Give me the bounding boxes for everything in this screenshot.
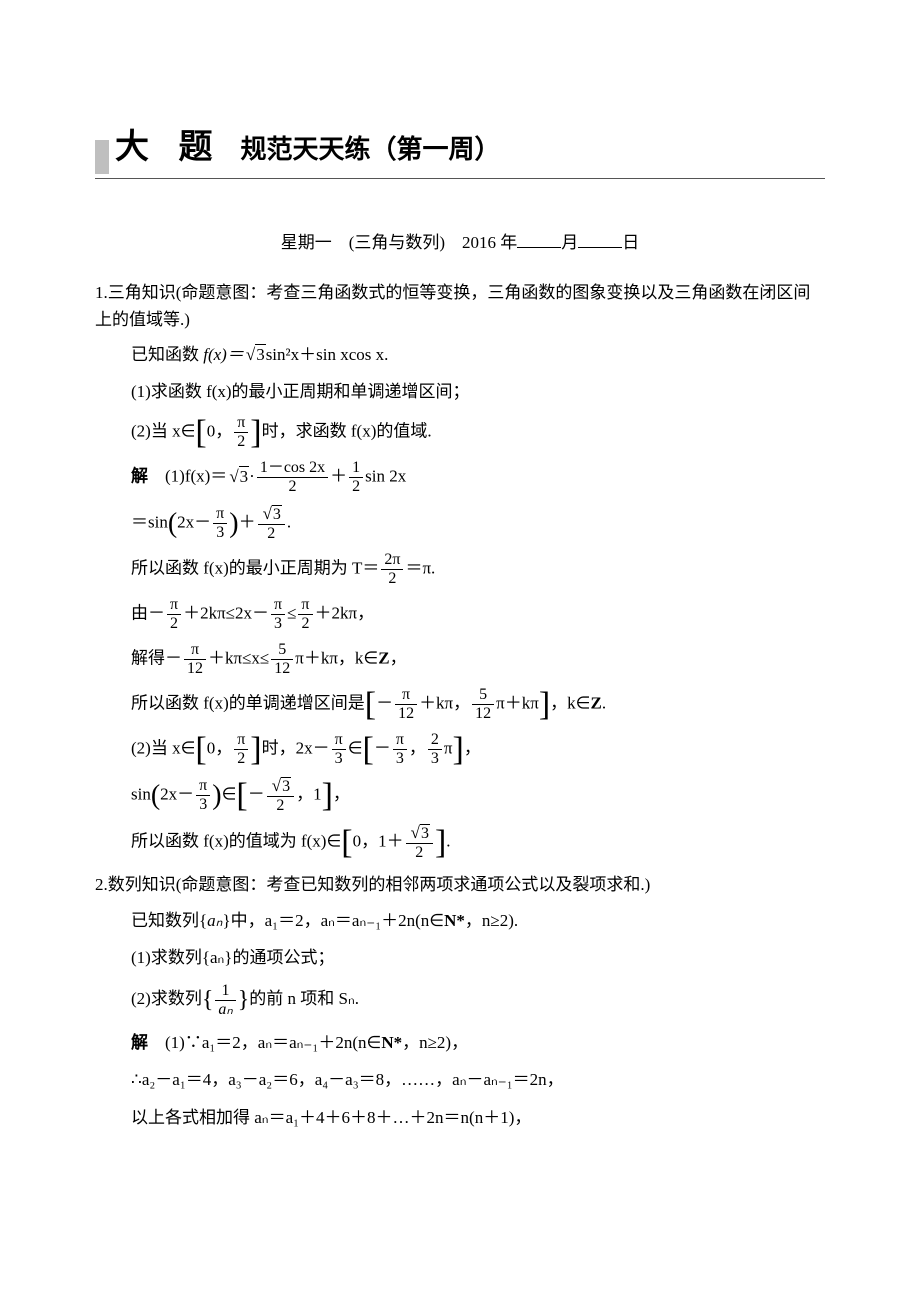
p1-sol-line3: 所以函数 f(x)的最小正周期为 T＝2π2＝π. xyxy=(131,552,825,587)
p1-q1: (1)求函数 f(x)的最小正周期和单调递增区间； xyxy=(131,378,825,405)
p2-q2: (2)求数列1aₙ的前 n 项和 Sₙ. xyxy=(131,981,825,1019)
p2-q1: (1)求数列{aₙ}的通项公式； xyxy=(131,944,825,971)
p1-sol-line4: 由－π2＋2kπ≤2x－π3≤π2＋2kπ， xyxy=(131,597,825,632)
p2-given: 已知数列{aₙ}中，a₁＝2，aₙ＝aₙ₋₁＋2n(n∈N*，n≥2). xyxy=(131,907,825,934)
problem-2-title: 2.数列知识(命题意图：考查已知数列的相邻两项求通项公式以及裂项求和.) xyxy=(95,871,825,898)
p2-sol-line1: 解 (1)∵a₁＝2，aₙ＝aₙ₋₁＋2n(n∈N*，n≥2)， xyxy=(131,1029,825,1056)
p1-sol-line1: 解 (1)f(x)＝3·1－cos 2x2＋12sin 2x xyxy=(131,460,825,495)
date-prefix: 星期一 (三角与数列) 2016 年 xyxy=(281,233,518,252)
p1-q2: (2)当 x∈[0，π2]时，求函数 f(x)的值域. xyxy=(131,415,825,450)
header-subtitle: 规范天天练（第一周） xyxy=(240,129,500,171)
p1-sol-line6: 所以函数 f(x)的单调递增区间是[－π12＋kπ，512π＋kπ]，k∈Z. xyxy=(131,687,825,722)
problem-1-title: 1.三角知识(命题意图：考查三角函数式的恒等变换，三角函数的图象变换以及三角函数… xyxy=(95,279,825,333)
solution-label-2: 解 xyxy=(131,1033,148,1052)
p1-sol-line5: 解得－π12＋kπ≤x≤512π＋kπ，k∈Z， xyxy=(131,642,825,677)
solution-label: 解 xyxy=(131,467,148,486)
month-suffix: 月 xyxy=(561,233,578,252)
p2-sol-line3: 以上各式相加得 aₙ＝a₁＋4＋6＋8＋…＋2n＝n(n＋1)， xyxy=(131,1104,825,1131)
header-block xyxy=(95,140,109,174)
month-blank xyxy=(517,230,561,248)
p1-given: 已知函数 f(x)＝3sin²x＋sin xcos x. xyxy=(131,341,825,368)
sqrt-icon: 3 xyxy=(244,341,266,368)
day-suffix: 日 xyxy=(622,233,639,252)
p1-sol-line9: 所以函数 f(x)的值域为 f(x)∈[0，1＋32]. xyxy=(131,824,825,861)
day-blank xyxy=(578,230,622,248)
date-line: 星期一 (三角与数列) 2016 年 月 日 xyxy=(95,229,825,256)
p1-sol-line2: ＝sin(2x－π3)＋32. xyxy=(131,505,825,542)
header-main-title: 大 题 xyxy=(115,120,222,174)
p2-sol-line2: ∴a₂－a₁＝4，a₃－a₂＝6，a₄－a₃＝8，……，aₙ－aₙ₋₁＝2n， xyxy=(131,1066,825,1093)
p1-sol-line8: sin(2x－π3)∈[－32，1]， xyxy=(131,777,825,814)
page-header: 大 题 规范天天练（第一周） xyxy=(95,120,825,179)
p1-sol-line7: (2)当 x∈[0，π2]时，2x－π3∈[－π3，23π]， xyxy=(131,732,825,767)
